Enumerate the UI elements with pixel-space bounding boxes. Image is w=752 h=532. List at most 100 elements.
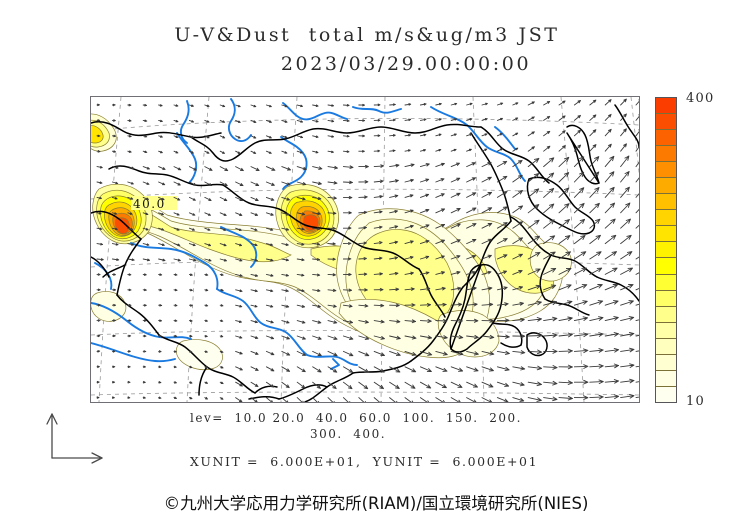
wind-vector-arrow: [250, 166, 260, 171]
wind-vector-arrow: [204, 288, 209, 292]
wind-vector-arrow: [604, 128, 612, 137]
dust-patch-offshore: [529, 242, 572, 282]
wind-vector-arrow: [250, 304, 258, 308]
wind-vector-arrow: [296, 212, 306, 216]
wind-vector-arrow: [296, 104, 304, 108]
wind-vector-arrow: [96, 212, 102, 215]
wind-vector-arrow: [342, 165, 354, 169]
wind-vector-arrow: [235, 350, 243, 355]
wind-vector-arrow: [111, 319, 116, 322]
wind-vector-arrow: [389, 118, 396, 122]
dust-forecast-map[interactable]: 40.0: [90, 96, 640, 403]
wind-vector-arrow: [435, 335, 448, 340]
wind-vector-arrow: [419, 397, 430, 402]
wind-vector-arrow: [173, 304, 178, 307]
wind-vector-arrow: [558, 267, 572, 275]
wind-vector-arrow: [589, 171, 600, 183]
wind-vector-arrow: [158, 212, 164, 216]
wind-vector-arrow: [188, 227, 195, 231]
wind-vector-arrow: [312, 104, 319, 107]
wind-vector-arrow: [111, 166, 119, 169]
wind-vector-arrow: [219, 135, 226, 139]
wind-vector-arrow: [404, 194, 414, 198]
wind-vector-arrow: [419, 103, 427, 106]
vector-unit-line: XUNIT = 6.000E+01, YUNIT = 6.000E+01: [189, 454, 539, 469]
wind-vector-arrow: [419, 178, 430, 183]
wind-vector-arrow: [342, 211, 352, 215]
wind-vector-arrow: [450, 271, 461, 275]
wind-vector-arrow: [573, 218, 586, 229]
wind-vector-arrow: [589, 114, 597, 121]
wind-vector-arrow: [127, 303, 132, 307]
wind-vector-arrow: [435, 133, 442, 137]
colorbar-band: [656, 194, 676, 211]
wind-vector-arrow: [327, 165, 338, 170]
wind-vector-arrow: [204, 365, 208, 369]
wind-vector-arrow: [235, 397, 243, 402]
wind-vector-arrow: [496, 381, 510, 387]
wind-vector-arrow: [373, 241, 383, 245]
wind-vector-arrow: [96, 350, 101, 353]
wind-vector-arrow: [481, 118, 488, 121]
wind-vector-arrow: [327, 150, 334, 154]
wind-vector-arrow: [389, 397, 398, 402]
wind-vector-arrow: [404, 209, 414, 214]
wind-vector-arrow: [543, 332, 558, 338]
wind-vector-arrow: [527, 268, 541, 275]
wind-vector-arrow: [250, 273, 259, 277]
wind-vector-arrow: [419, 209, 430, 214]
wind-vector-arrow: [635, 144, 639, 152]
wind-vector-arrow: [296, 119, 304, 123]
wind-vector-arrow: [235, 196, 243, 202]
wind-vector-arrow: [219, 304, 224, 307]
wind-vector-arrow: [527, 116, 535, 121]
wind-vector-arrow: [589, 332, 604, 337]
wind-vector-arrow: [604, 251, 617, 260]
wind-vector-arrow: [466, 192, 477, 198]
contour-label-text: 40.0: [133, 197, 166, 211]
wind-vector-arrow: [250, 212, 259, 216]
wind-vector-arrow: [96, 319, 101, 322]
wind-vector-arrow: [219, 366, 224, 369]
wind-vector-arrow: [188, 350, 193, 353]
wind-vector-arrow: [204, 104, 210, 108]
wind-vector-arrow: [543, 235, 556, 245]
wind-vector-arrow: [573, 234, 586, 245]
wind-vector-arrow: [204, 227, 211, 231]
wind-vector-arrow: [635, 350, 639, 352]
wind-vector-arrow: [404, 103, 412, 106]
wind-vector-arrow: [127, 227, 134, 231]
wind-vector-arrow: [204, 258, 212, 262]
colorbar-band: [656, 258, 676, 275]
wind-vector-arrow: [327, 366, 338, 373]
wind-vector-arrow: [573, 300, 588, 306]
wind-vector-arrow: [466, 162, 476, 168]
wind-vector-arrow: [327, 288, 337, 292]
wind-vector-arrow: [327, 335, 338, 340]
wind-vector-arrow: [265, 243, 274, 247]
wind-vector-arrow: [265, 212, 274, 216]
wind-vector-arrow: [450, 118, 458, 121]
dust-colorbar[interactable]: [655, 97, 677, 403]
wind-vector-arrow: [142, 227, 149, 231]
wind-vector-arrow: [96, 303, 101, 307]
wind-vector-arrow: [419, 335, 433, 340]
wind-vector-arrow: [142, 119, 148, 123]
wind-vector-arrow: [265, 166, 276, 171]
wind-vector-arrow: [435, 118, 442, 121]
wind-vector-arrow: [573, 284, 588, 291]
wind-vector-arrow: [127, 319, 132, 322]
wind-vector-arrow: [527, 146, 535, 152]
wind-vector-arrow: [435, 286, 446, 291]
wind-vector-arrow: [435, 223, 446, 229]
colorbar-band: [656, 290, 676, 307]
wind-vector-arrow: [296, 350, 306, 356]
wind-vector-arrow: [281, 104, 288, 108]
wind-vector-arrow: [327, 226, 336, 230]
wind-vector-arrow: [173, 135, 179, 138]
wind-vector-arrow: [435, 381, 447, 389]
wind-vector-arrow: [466, 270, 476, 275]
wind-vector-arrow: [389, 209, 398, 214]
wind-vector-arrow: [635, 365, 639, 368]
wind-vector-arrow: [173, 334, 178, 338]
